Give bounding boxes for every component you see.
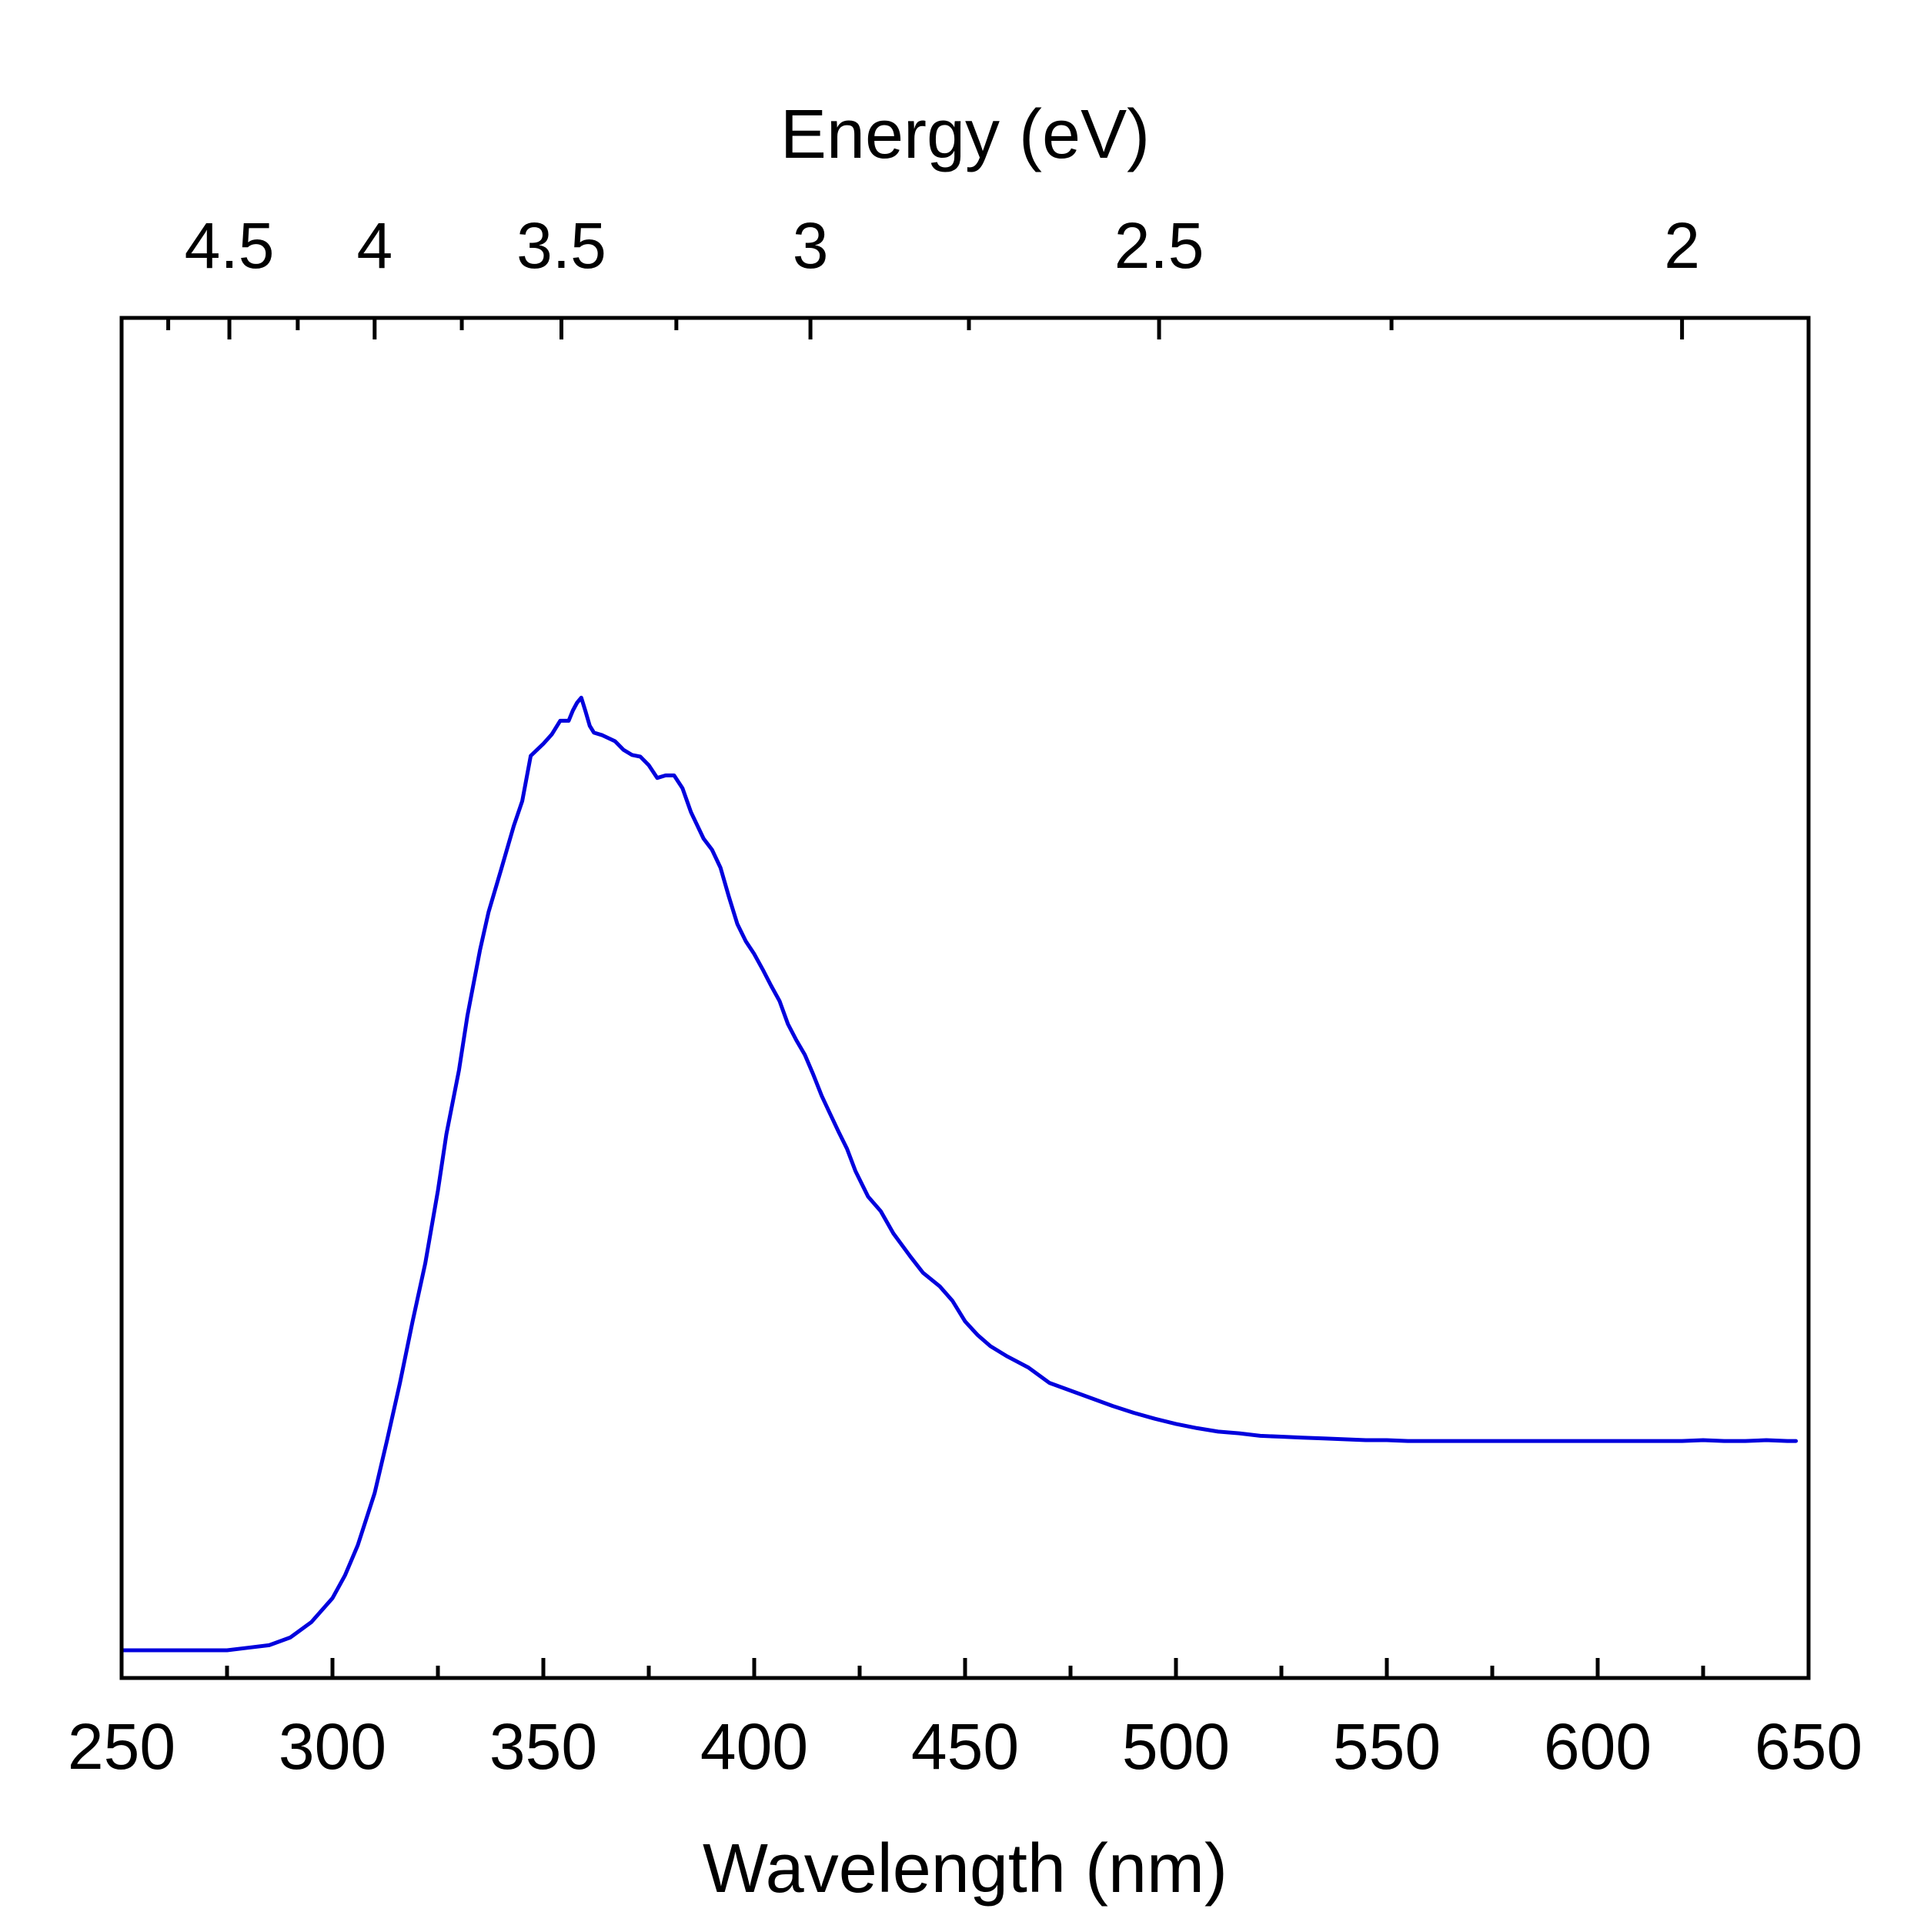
x2-tick-label: 3 [793, 209, 829, 282]
bottom-axis-tick-labels: 250 300 350 400 450 500 550 600 650 [68, 1710, 1862, 1783]
top-axis-ticks [166, 318, 1685, 339]
x-tick-label: 400 [700, 1710, 808, 1783]
x2-tick-label: 2 [1664, 209, 1700, 282]
x-tick-label: 450 [911, 1710, 1019, 1783]
x-tick-label: 250 [68, 1710, 175, 1783]
top-axis-tick-labels: 4.5 4 3.5 3 2.5 2 [185, 209, 1700, 282]
x-axis-title: Wavelength (nm) [703, 1830, 1228, 1907]
plot-area-frame [119, 316, 1811, 1680]
top-axis-title: Energy (eV) [780, 96, 1150, 173]
x-tick-label: 350 [489, 1710, 597, 1783]
x-tick-label: 600 [1544, 1710, 1652, 1783]
series-line [119, 695, 1799, 1653]
x-tick-label: 300 [279, 1710, 386, 1783]
x-tick-label: 550 [1333, 1710, 1441, 1783]
x-tick-label: 500 [1122, 1710, 1230, 1783]
x-tick-label: 650 [1755, 1710, 1862, 1783]
x2-tick-label: 4 [356, 209, 392, 282]
x2-tick-label: 2.5 [1114, 209, 1204, 282]
x2-tick-label: 4.5 [185, 209, 275, 282]
x2-tick-label: 3.5 [516, 209, 606, 282]
bottom-axis-ticks [225, 1658, 1705, 1678]
